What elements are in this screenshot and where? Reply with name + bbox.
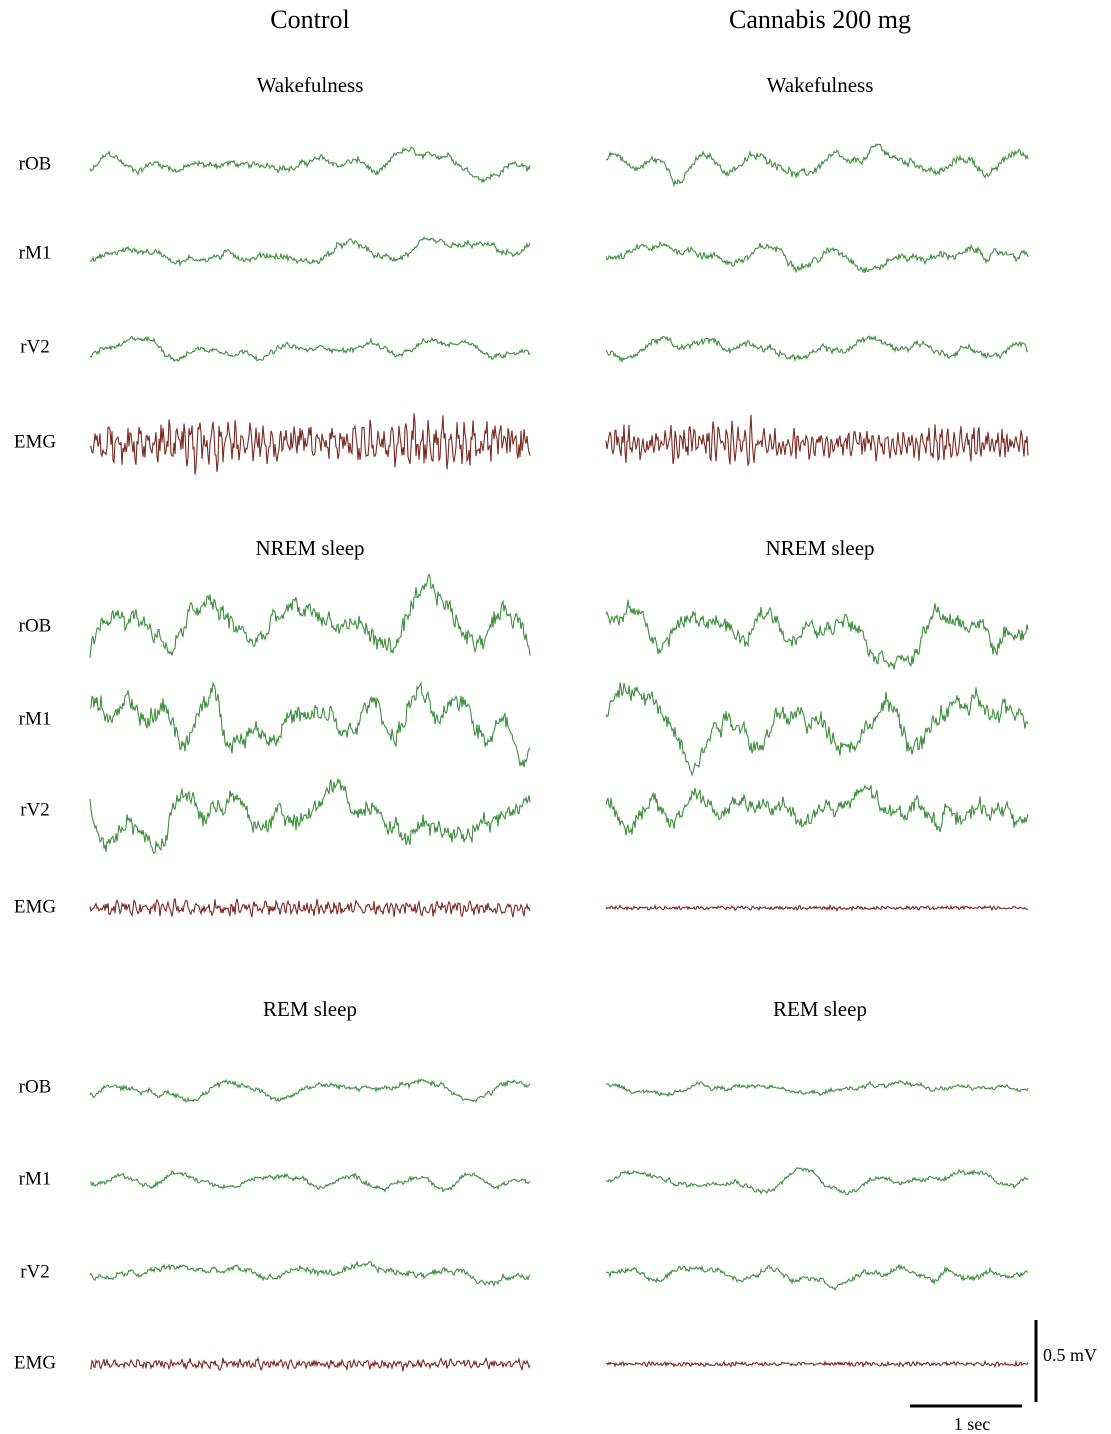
emg-trace [605, 1359, 1029, 1369]
channel-label: rM1 [19, 242, 52, 263]
eeg-trace [89, 778, 531, 855]
eeg-trace [89, 1170, 531, 1193]
eeg-trace [605, 335, 1029, 364]
eeg-trace [89, 681, 531, 768]
channel-label: rM1 [19, 1168, 52, 1189]
column-title: Control [270, 5, 349, 34]
state-heading: Wakefulness [257, 73, 364, 97]
state-heading: REM sleep [773, 997, 867, 1021]
column-title: Cannabis 200 mg [729, 5, 911, 34]
state-heading: REM sleep [263, 997, 357, 1021]
channel-label: rV2 [20, 336, 50, 357]
eeg-trace [605, 1079, 1029, 1098]
emg-trace [89, 898, 531, 918]
channel-label: rOB [19, 1076, 52, 1097]
eeg-trace [605, 682, 1029, 777]
channel-label: EMG [14, 896, 57, 917]
eeg-trace [605, 599, 1029, 670]
emg-trace [89, 413, 531, 475]
eeg-trace [605, 784, 1029, 836]
emg-trace [605, 414, 1029, 467]
eeg-trace [89, 1260, 531, 1287]
channel-label: rV2 [20, 1261, 50, 1282]
time-scale-label: 1 sec [954, 1414, 990, 1434]
eeg-trace [605, 1167, 1029, 1195]
channel-label: rOB [19, 153, 52, 174]
eeg-trace [89, 1078, 531, 1103]
channel-label: rV2 [20, 799, 50, 820]
channel-label: EMG [14, 1352, 57, 1373]
eeg-trace [89, 146, 531, 184]
eeg-trace [605, 240, 1029, 274]
emg-trace [605, 903, 1029, 912]
channel-label: rOB [19, 615, 52, 636]
state-heading: NREM sleep [255, 536, 364, 560]
channel-label: rM1 [19, 708, 52, 729]
channel-label: EMG [14, 431, 57, 452]
eeg-trace [89, 573, 531, 659]
eeg-trace [605, 1263, 1029, 1292]
state-heading: Wakefulness [767, 73, 874, 97]
state-heading: NREM sleep [765, 536, 874, 560]
emg-trace [89, 1356, 531, 1372]
eeg-trace [89, 335, 531, 363]
traces [89, 143, 1029, 1372]
amplitude-scale-label: 0.5 mV [1043, 1345, 1097, 1365]
eeg-trace [605, 143, 1029, 188]
eeg-trace [90, 236, 531, 267]
